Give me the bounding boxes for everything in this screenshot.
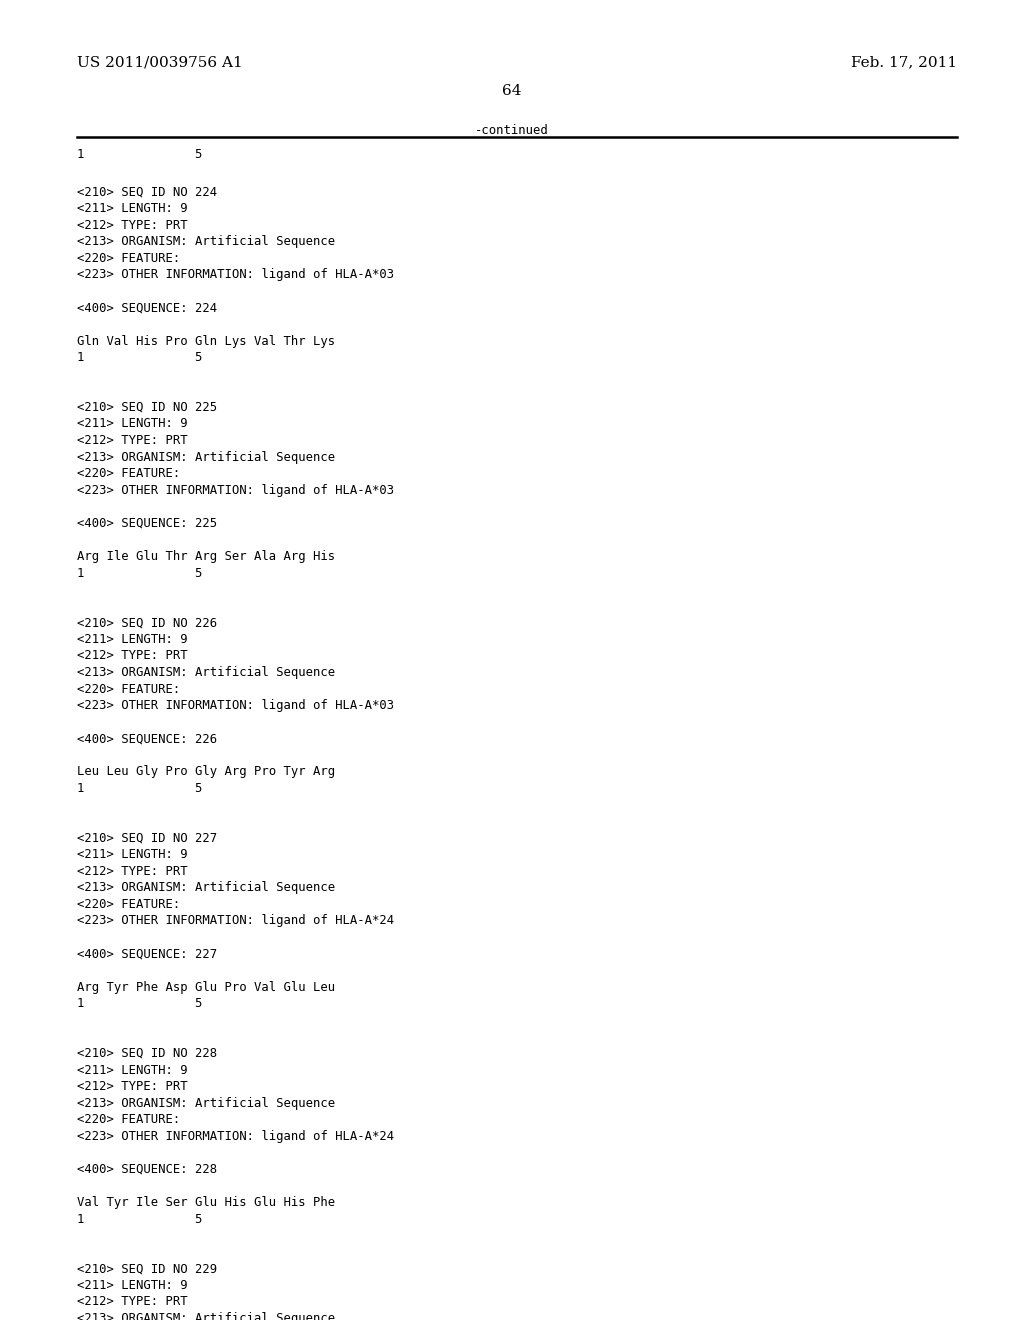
- Text: 1               5: 1 5: [77, 998, 202, 1010]
- Text: Leu Leu Gly Pro Gly Arg Pro Tyr Arg: Leu Leu Gly Pro Gly Arg Pro Tyr Arg: [77, 766, 335, 779]
- Text: <223> OTHER INFORMATION: ligand of HLA-A*03: <223> OTHER INFORMATION: ligand of HLA-A…: [77, 268, 394, 281]
- Text: <213> ORGANISM: Artificial Sequence: <213> ORGANISM: Artificial Sequence: [77, 1097, 335, 1110]
- Text: 1               5: 1 5: [77, 781, 202, 795]
- Text: <213> ORGANISM: Artificial Sequence: <213> ORGANISM: Artificial Sequence: [77, 235, 335, 248]
- Text: -continued: -continued: [475, 124, 549, 137]
- Text: 1               5: 1 5: [77, 148, 202, 161]
- Text: <210> SEQ ID NO 229: <210> SEQ ID NO 229: [77, 1262, 217, 1275]
- Text: <212> TYPE: PRT: <212> TYPE: PRT: [77, 219, 187, 231]
- Text: <220> FEATURE:: <220> FEATURE:: [77, 1113, 180, 1126]
- Text: <211> LENGTH: 9: <211> LENGTH: 9: [77, 1064, 187, 1077]
- Text: <223> OTHER INFORMATION: ligand of HLA-A*03: <223> OTHER INFORMATION: ligand of HLA-A…: [77, 700, 394, 711]
- Text: <213> ORGANISM: Artificial Sequence: <213> ORGANISM: Artificial Sequence: [77, 667, 335, 678]
- Text: 64: 64: [502, 84, 522, 99]
- Text: <400> SEQUENCE: 227: <400> SEQUENCE: 227: [77, 948, 217, 961]
- Text: <210> SEQ ID NO 224: <210> SEQ ID NO 224: [77, 186, 217, 198]
- Text: Arg Ile Glu Thr Arg Ser Ala Arg His: Arg Ile Glu Thr Arg Ser Ala Arg His: [77, 550, 335, 562]
- Text: <213> ORGANISM: Artificial Sequence: <213> ORGANISM: Artificial Sequence: [77, 882, 335, 894]
- Text: US 2011/0039756 A1: US 2011/0039756 A1: [77, 55, 243, 70]
- Text: 1               5: 1 5: [77, 566, 202, 579]
- Text: <211> LENGTH: 9: <211> LENGTH: 9: [77, 849, 187, 861]
- Text: Feb. 17, 2011: Feb. 17, 2011: [851, 55, 957, 70]
- Text: <223> OTHER INFORMATION: ligand of HLA-A*03: <223> OTHER INFORMATION: ligand of HLA-A…: [77, 483, 394, 496]
- Text: <211> LENGTH: 9: <211> LENGTH: 9: [77, 417, 187, 430]
- Text: <400> SEQUENCE: 228: <400> SEQUENCE: 228: [77, 1163, 217, 1176]
- Text: <400> SEQUENCE: 224: <400> SEQUENCE: 224: [77, 301, 217, 314]
- Text: 1               5: 1 5: [77, 1213, 202, 1225]
- Text: <210> SEQ ID NO 225: <210> SEQ ID NO 225: [77, 401, 217, 414]
- Text: <210> SEQ ID NO 227: <210> SEQ ID NO 227: [77, 832, 217, 845]
- Text: <213> ORGANISM: Artificial Sequence: <213> ORGANISM: Artificial Sequence: [77, 450, 335, 463]
- Text: <223> OTHER INFORMATION: ligand of HLA-A*24: <223> OTHER INFORMATION: ligand of HLA-A…: [77, 1130, 394, 1143]
- Text: <400> SEQUENCE: 225: <400> SEQUENCE: 225: [77, 517, 217, 529]
- Text: <220> FEATURE:: <220> FEATURE:: [77, 467, 180, 480]
- Text: 1               5: 1 5: [77, 351, 202, 364]
- Text: <210> SEQ ID NO 226: <210> SEQ ID NO 226: [77, 616, 217, 630]
- Text: <223> OTHER INFORMATION: ligand of HLA-A*24: <223> OTHER INFORMATION: ligand of HLA-A…: [77, 915, 394, 928]
- Text: <211> LENGTH: 9: <211> LENGTH: 9: [77, 632, 187, 645]
- Text: <212> TYPE: PRT: <212> TYPE: PRT: [77, 865, 187, 878]
- Text: <220> FEATURE:: <220> FEATURE:: [77, 252, 180, 265]
- Text: <212> TYPE: PRT: <212> TYPE: PRT: [77, 434, 187, 447]
- Text: <210> SEQ ID NO 228: <210> SEQ ID NO 228: [77, 1047, 217, 1060]
- Text: Val Tyr Ile Ser Glu His Glu His Phe: Val Tyr Ile Ser Glu His Glu His Phe: [77, 1196, 335, 1209]
- Text: <212> TYPE: PRT: <212> TYPE: PRT: [77, 649, 187, 663]
- Text: <211> LENGTH: 9: <211> LENGTH: 9: [77, 202, 187, 215]
- Text: Arg Tyr Phe Asp Glu Pro Val Glu Leu: Arg Tyr Phe Asp Glu Pro Val Glu Leu: [77, 981, 335, 994]
- Text: Gln Val His Pro Gln Lys Val Thr Lys: Gln Val His Pro Gln Lys Val Thr Lys: [77, 335, 335, 347]
- Text: <212> TYPE: PRT: <212> TYPE: PRT: [77, 1080, 187, 1093]
- Text: <212> TYPE: PRT: <212> TYPE: PRT: [77, 1295, 187, 1308]
- Text: <220> FEATURE:: <220> FEATURE:: [77, 682, 180, 696]
- Text: <211> LENGTH: 9: <211> LENGTH: 9: [77, 1279, 187, 1292]
- Text: <213> ORGANISM: Artificial Sequence: <213> ORGANISM: Artificial Sequence: [77, 1312, 335, 1320]
- Text: <400> SEQUENCE: 226: <400> SEQUENCE: 226: [77, 733, 217, 746]
- Text: <220> FEATURE:: <220> FEATURE:: [77, 898, 180, 911]
